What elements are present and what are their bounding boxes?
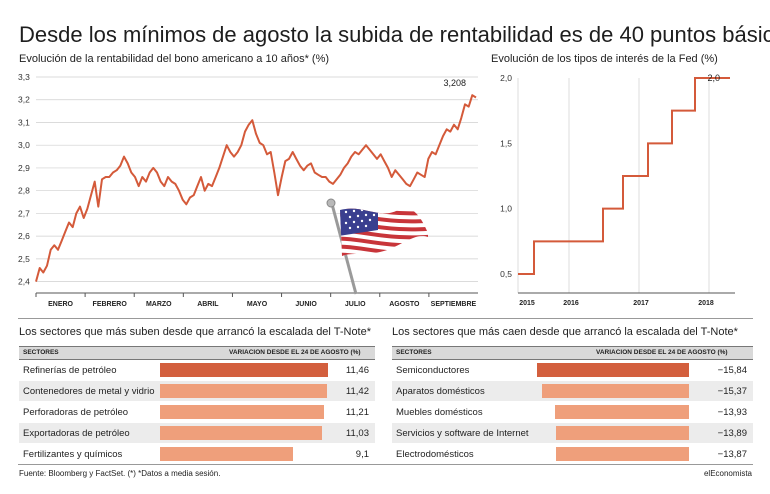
y-tick-label: 3,1 [18, 117, 30, 127]
right-table-title: Los sectores que más caen desde que arra… [392, 326, 738, 338]
sector-name: Exportadoras de petróleo [23, 428, 130, 439]
variation-value: −13,93 [717, 407, 747, 418]
sector-name: Electrodomésticos [396, 449, 474, 460]
y-tick-label: 3,2 [18, 95, 30, 105]
value-bar [160, 426, 322, 440]
value-bar [160, 363, 328, 377]
falling-sectors-table: SECTORES VARIACION DESDE EL 24 DE AGOSTO… [392, 346, 753, 465]
value-bar [160, 405, 325, 419]
value-bar [541, 384, 689, 398]
y-tick-label: 2,7 [18, 208, 30, 218]
x-tick-label: SEPTIEMBRE [431, 301, 477, 308]
left-chart-title: Evolución de la rentabilidad del bono am… [19, 53, 330, 65]
variation-value: 9,1 [355, 449, 369, 460]
y-tick-label: 2,8 [18, 186, 30, 196]
section-divider [18, 318, 753, 319]
value-bar [537, 363, 689, 377]
variation-value: 11,21 [345, 407, 369, 418]
sector-name: Refinerías de petróleo [23, 365, 117, 376]
y-tick-label: 2,5 [18, 254, 30, 264]
yield-series-line [35, 94, 477, 282]
variation-value: 11,42 [345, 386, 369, 397]
table-row: Muebles domésticos −13,93 [392, 402, 753, 423]
last-value-label: 2,0 [707, 73, 720, 83]
sector-name: Aparatos domésticos [396, 386, 485, 397]
x-tick-label: AGOSTO [389, 301, 420, 308]
fed-chart: 0,5 1,0 1,5 2,0 2015 2016 2017 2018 2,0 [500, 73, 735, 307]
sector-name: Semiconductores [396, 365, 470, 376]
col-variation: VARIACION DESDE EL 24 DE AGOSTO (%) [229, 349, 361, 356]
variation-value: 11,03 [345, 428, 369, 439]
x-tick-label: JULIO [345, 301, 366, 308]
variation-value: −13,89 [717, 428, 747, 439]
variation-value: −13,87 [717, 449, 747, 460]
variation-value: −15,37 [717, 386, 747, 397]
brand-label: elEconomista [703, 469, 752, 478]
x-tick-label: 2015 [519, 300, 535, 307]
sector-name: Servicios y software de Internet [396, 428, 529, 439]
us-flag-icon [326, 198, 428, 295]
flag-stripe [340, 252, 428, 256]
table-row: Exportadoras de petróleo 11,03 [19, 423, 375, 444]
table-header: SECTORES VARIACION DESDE EL 24 DE AGOSTO… [19, 346, 375, 360]
y-tick-label: 2,4 [18, 277, 30, 287]
variation-value: 11,46 [345, 365, 369, 376]
y-tick-label: 1,0 [500, 204, 512, 214]
value-bar [555, 426, 689, 440]
x-tick-label: MARZO [146, 301, 172, 308]
last-value-label: 3,208 [443, 78, 466, 88]
col-sectors: SECTORES [23, 349, 59, 356]
x-tick-label: 2017 [633, 300, 649, 307]
fed-rate-step-line [518, 77, 730, 275]
x-tick-label: JUNIO [295, 301, 317, 308]
table-row: Refinerías de petróleo 11,46 [19, 360, 375, 381]
value-bar [160, 447, 294, 461]
table-row: Fertilizantes y químicos 9,1 [19, 444, 375, 465]
x-tick-label: FEBRERO [93, 301, 128, 308]
table-row: Electrodomésticos −13,87 [392, 444, 753, 465]
sector-name: Muebles domésticos [396, 407, 483, 418]
table-header: SECTORES VARIACION DESDE EL 24 DE AGOSTO… [392, 346, 753, 360]
y-tick-label: 2,9 [18, 163, 30, 173]
x-tick-label: 2018 [698, 300, 714, 307]
left-table-title: Los sectores que más suben desde que arr… [19, 326, 372, 338]
sector-name: Fertilizantes y químicos [23, 449, 123, 460]
x-tick-label: ENERO [48, 301, 73, 308]
sector-name: Contenedores de metal y vidrio [23, 386, 155, 397]
table-row: Semiconductores −15,84 [392, 360, 753, 381]
value-bar [160, 384, 328, 398]
x-tick-label: ABRIL [197, 301, 219, 308]
yield-chart: 2,4 2,5 2,6 2,7 2,8 2,9 3,0 3,1 3,2 3,3 ENERO FEBRE… [18, 72, 478, 308]
table-row: Perforadoras de petróleo 11,21 [19, 402, 375, 423]
variation-value: −15,84 [717, 365, 747, 376]
value-bar [555, 447, 689, 461]
y-tick-label: 3,0 [18, 140, 30, 150]
col-variation: VARIACION DESDE EL 24 DE AGOSTO (%) [596, 349, 728, 356]
value-bar [555, 405, 689, 419]
page-title: Desde los mínimos de agosto la subida de… [19, 22, 770, 47]
y-tick-label: 2,0 [500, 73, 512, 83]
y-tick-label: 2,6 [18, 231, 30, 241]
rising-sectors-table: SECTORES VARIACION DESDE EL 24 DE AGOSTO… [19, 346, 375, 465]
col-sectors: SECTORES [396, 349, 432, 356]
y-tick-label: 1,5 [500, 138, 512, 148]
table-row: Servicios y software de Internet −13,89 [392, 423, 753, 444]
table-row: Contenedores de metal y vidrio 11,42 [19, 381, 375, 402]
y-tick-label: 0,5 [500, 269, 512, 279]
x-tick-label: MAYO [247, 301, 268, 308]
sector-name: Perforadoras de petróleo [23, 407, 129, 418]
x-tick-label: 2016 [563, 300, 579, 307]
table-row: Aparatos domésticos −15,37 [392, 381, 753, 402]
footer-divider [18, 464, 753, 465]
right-chart-title: Evolución de los tipos de interés de la … [491, 53, 718, 65]
y-tick-label: 3,3 [18, 72, 30, 82]
source-note: Fuente: Bloomberg y FactSet. (*) *Datos … [19, 469, 221, 478]
